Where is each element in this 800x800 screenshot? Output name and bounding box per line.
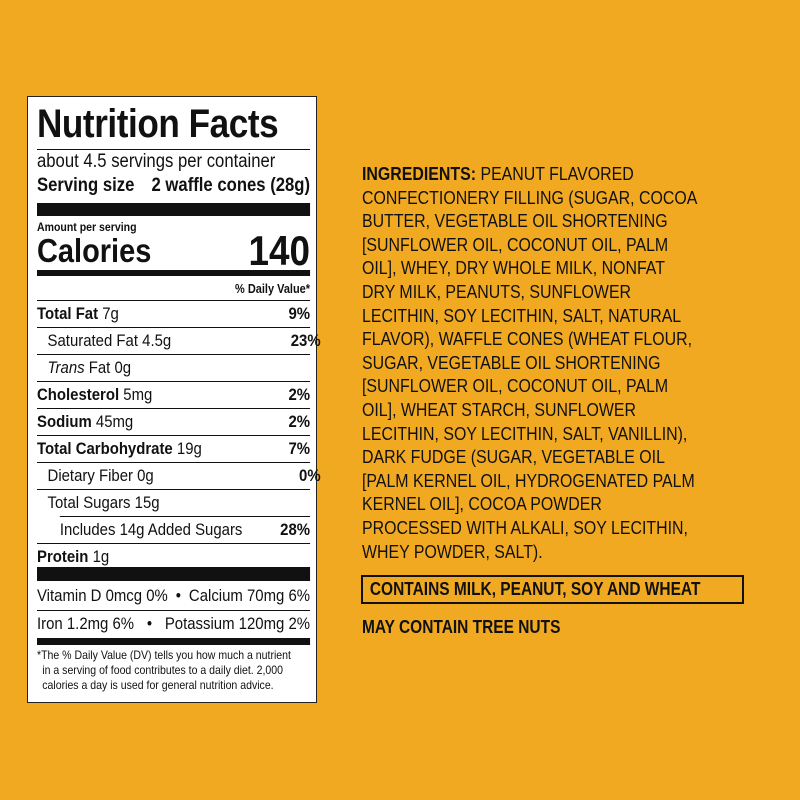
nutrient-row-added-sugars: Includes 14g Added Sugars 28%	[59, 520, 311, 539]
ingredients-label: INGREDIENTS:	[362, 163, 477, 184]
divider	[37, 300, 311, 301]
ingredients-line: [SUNFLOWER OIL, COCONUT OIL, PALM	[362, 233, 669, 255]
allergen-contains-box: CONTAINS MILK, PEANUT, SOY AND WHEAT	[361, 575, 744, 604]
divider	[37, 435, 311, 436]
micronutrients-row-1: Vitamin D 0mcg 0% • Calcium 70mg 6%	[37, 586, 311, 605]
medium-divider	[37, 270, 311, 276]
ingredients-line: LECITHIN, SOY LECITHIN, SALT, NATURAL	[362, 304, 682, 326]
serving-size: Serving size 2 waffle cones (28g)	[37, 174, 310, 198]
ingredients-line: OIL], WHEY, DRY WHOLE MILK, NONFAT	[362, 257, 665, 279]
ingredients-list: INGREDIENTS: PEANUT FLAVORED CONFECTIONE…	[362, 162, 740, 563]
nutrient-row-total-carbohydrate: Total Carbohydrate 19g 7%	[37, 439, 311, 458]
nutrient-row-sodium: Sodium 45mg 2%	[37, 412, 311, 431]
ingredients-line: INGREDIENTS: PEANUT FLAVORED	[362, 163, 634, 184]
divider	[37, 408, 311, 409]
divider	[37, 543, 311, 544]
servings-text: about 4.5 servings per container	[37, 151, 276, 172]
ingredients-line: PROCESSED WITH ALKALI, SOY LECITHIN,	[362, 516, 688, 538]
ingredients-line: SUGAR, VEGETABLE OIL SHORTENING	[362, 351, 661, 373]
ingredients-line: [PALM KERNEL OIL, HYDROGENATED PALM	[362, 469, 695, 491]
micronutrients-row-2: Iron 1.2mg 6% • Potassium 120mg 2%	[37, 614, 311, 633]
nutrient-row-trans-fat: Trans Fat 0g	[47, 358, 132, 377]
footnote: *The % Daily Value (DV) tells you how mu…	[37, 648, 310, 693]
ingredients-line: DARK FUDGE (SUGAR, VEGETABLE OIL	[362, 446, 665, 468]
ingredients-line: OIL], WHEAT STARCH, SUNFLOWER	[362, 398, 637, 420]
medium-divider	[37, 638, 311, 645]
ingredients-line: CONFECTIONERY FILLING (SUGAR, COCOA	[362, 186, 698, 208]
ingredients-line: KERNEL OIL], COCOA POWDER	[362, 493, 602, 515]
allergen-contains-text: CONTAINS MILK, PEANUT, SOY AND WHEAT	[369, 579, 701, 599]
calories-value: 140	[248, 227, 311, 274]
thick-divider	[37, 203, 311, 216]
divider	[37, 327, 311, 328]
divider	[37, 149, 311, 150]
serving-size-label: Serving size	[37, 175, 135, 196]
nutrient-row-saturated-fat: Saturated Fat 4.5g 23%	[47, 331, 321, 350]
nutrient-row-cholesterol: Cholesterol 5mg 2%	[37, 385, 311, 404]
may-contain-warning: MAY CONTAIN TREE NUTS	[362, 617, 561, 637]
nutrient-row-total-sugars: Total Sugars 15g	[47, 493, 160, 512]
daily-value-header-text: % Daily Value*	[235, 282, 311, 296]
servings-per-container: about 4.5 servings per container	[37, 150, 310, 174]
ingredients-line: [SUNFLOWER OIL, COCONUT OIL, PALM	[362, 375, 669, 397]
amount-per-serving-text: Amount per serving	[37, 220, 137, 234]
footnote-line: calories a day is used for general nutri…	[42, 678, 274, 692]
daily-value-header: % Daily Value*	[37, 279, 310, 299]
thick-divider	[37, 567, 311, 581]
divider	[37, 489, 311, 490]
nutrient-row-total-fat: Total Fat 7g 9%	[37, 304, 311, 323]
ingredients-line: DRY MILK, PEANUTS, SUNFLOWER	[362, 280, 632, 302]
nutrient-row-dietary-fiber: Dietary Fiber 0g 0%	[47, 466, 321, 485]
nutrition-title: Nutrition Facts	[37, 101, 310, 147]
footnote-line: *The % Daily Value (DV) tells you how mu…	[37, 648, 291, 662]
nutrient-row-protein: Protein 1g	[37, 547, 110, 566]
amount-per-serving: Amount per serving	[37, 220, 310, 234]
ingredients-line: WHEY POWDER, SALT).	[362, 540, 543, 562]
ingredients-line: BUTTER, VEGETABLE OIL SHORTENING	[362, 210, 668, 232]
title-text: Nutrition Facts	[37, 101, 279, 146]
divider	[37, 462, 311, 463]
divider	[37, 381, 311, 382]
divider	[37, 354, 311, 355]
footnote-line: in a serving of food contributes to a da…	[42, 663, 283, 677]
ingredients-line: FLAVOR), WAFFLE CONES (WHEAT FLOUR,	[362, 328, 693, 350]
divider	[59, 516, 311, 517]
serving-size-value: 2 waffle cones (28g)	[151, 175, 311, 196]
divider	[37, 610, 311, 611]
calories-row: Calories 140	[37, 227, 310, 274]
ingredients-line: LECITHIN, SOY LECITHIN, SALT, VANILLIN),	[362, 422, 688, 444]
nutrition-facts-panel: Nutrition Facts about 4.5 servings per c…	[27, 96, 321, 703]
calories-label: Calories	[37, 232, 152, 269]
